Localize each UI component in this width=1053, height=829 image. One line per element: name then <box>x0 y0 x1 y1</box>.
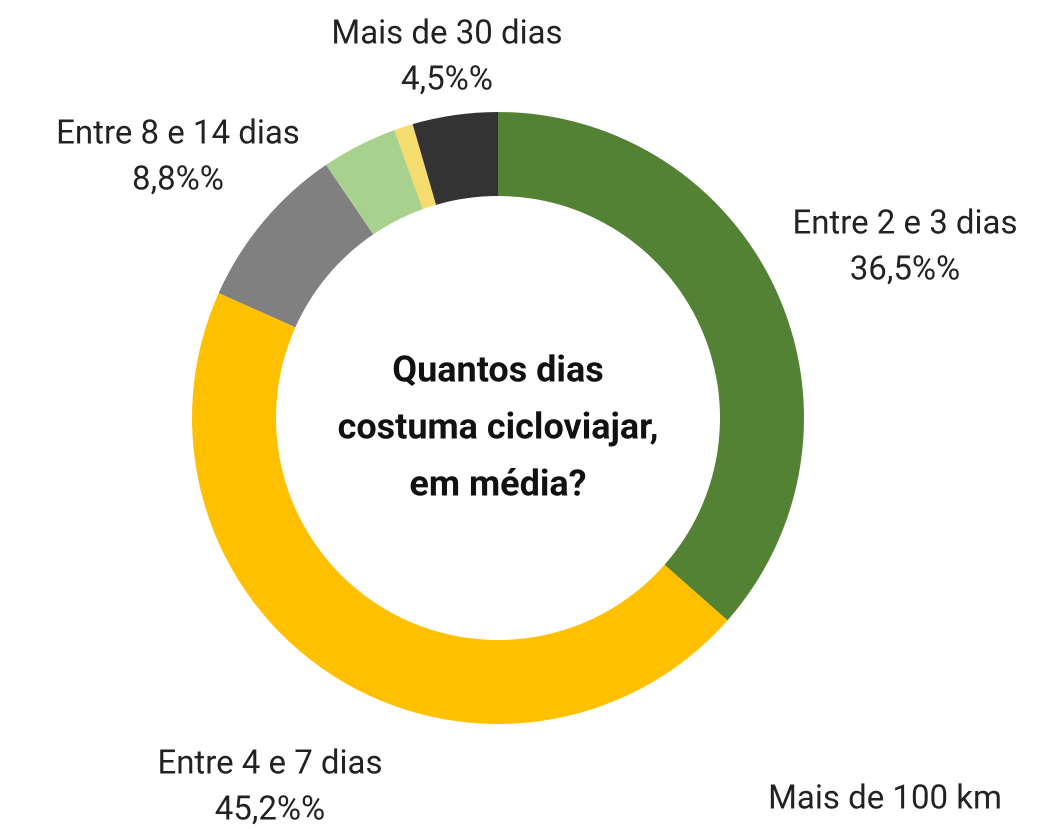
value-label: 36,5%% <box>850 250 960 289</box>
annotation: Mais de 100 km <box>768 779 1002 818</box>
value-label: 45,2%% <box>215 790 325 829</box>
segment-label: Entre 4 e 7 dias <box>157 744 382 783</box>
segment-label: Mais de 30 dias <box>331 14 562 53</box>
donut-segment <box>218 164 374 328</box>
value-label: 4,5%% <box>401 60 493 99</box>
donut-segment <box>191 292 728 725</box>
segment-label: Entre 2 e 3 dias <box>792 204 1017 243</box>
donut-segment <box>326 130 423 235</box>
donut-segment <box>394 124 437 210</box>
chart-title: Quantos dias <box>392 349 603 391</box>
chart-title: em média? <box>409 463 586 505</box>
segment-label: Entre 8 e 14 dias <box>56 114 300 153</box>
chart-title: costuma cicloviajar, <box>338 406 659 448</box>
donut-segment <box>412 112 498 205</box>
donut-segment <box>498 112 804 621</box>
value-label: 8,8%% <box>132 160 224 199</box>
